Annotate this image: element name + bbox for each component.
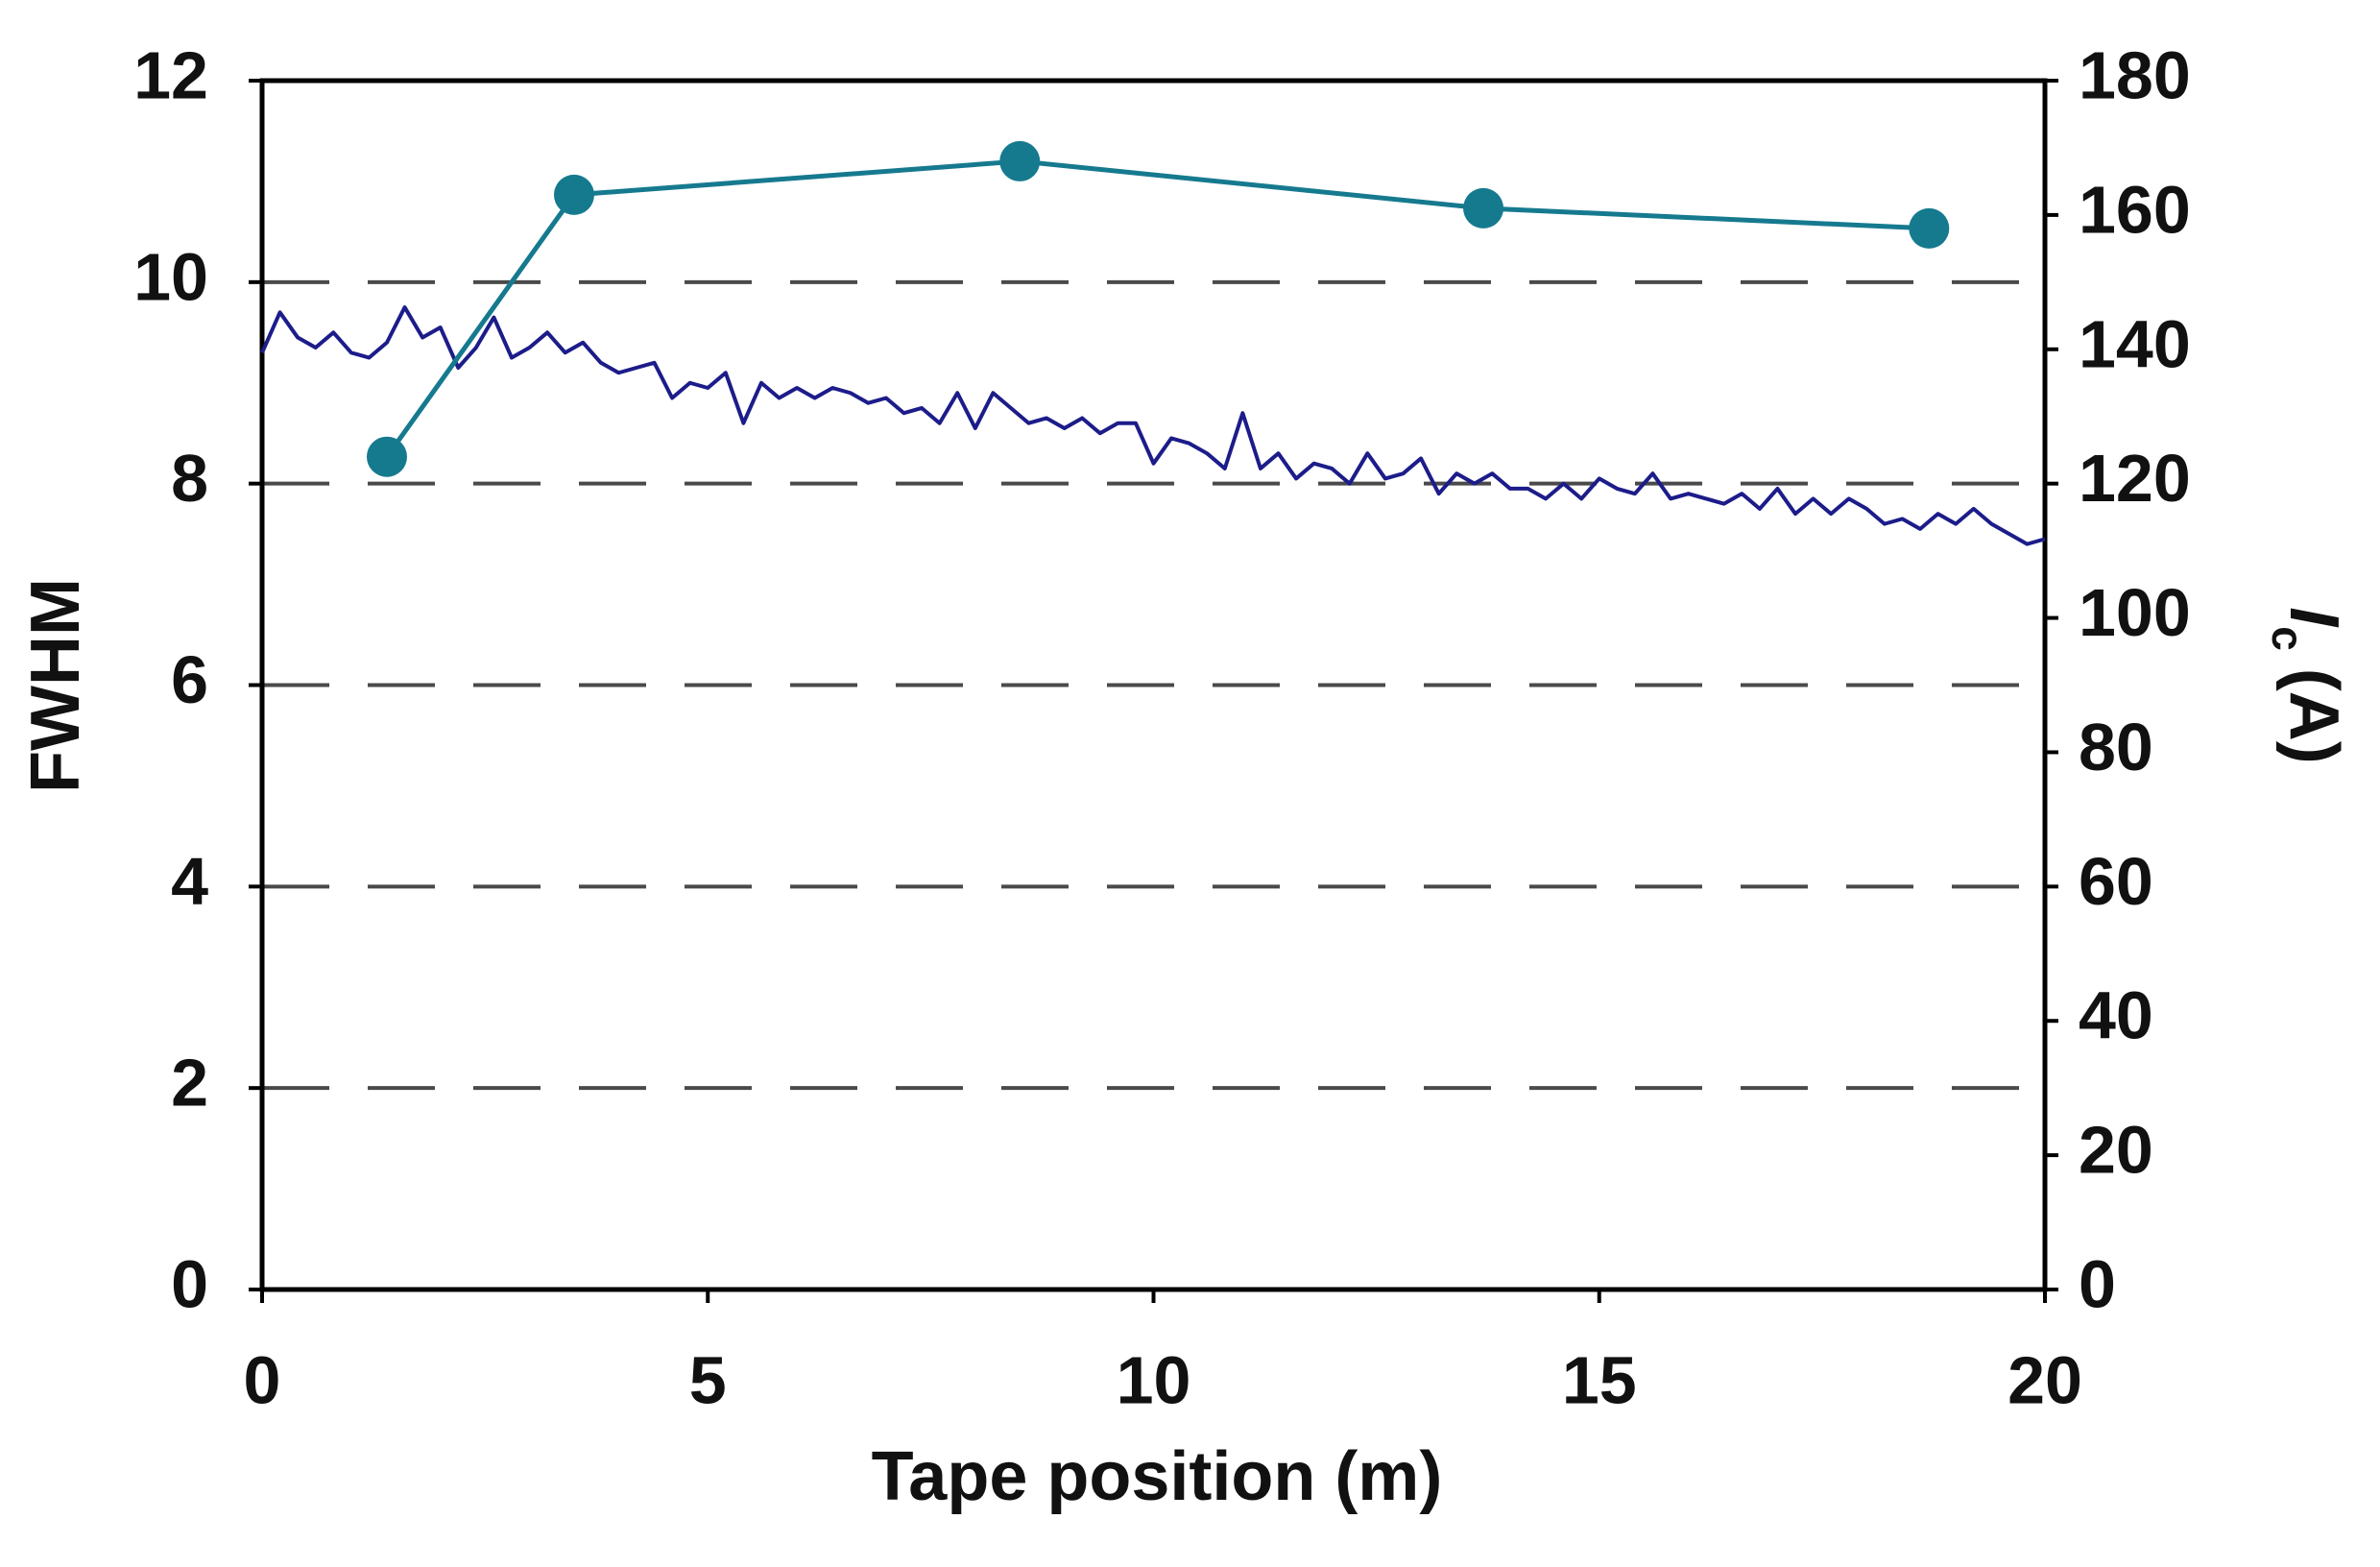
- plot-frame: [259, 78, 2048, 1292]
- y-axis-title: FWHM: [17, 578, 94, 793]
- y2-tick-label: 0: [2079, 1246, 2116, 1321]
- data-point: [553, 174, 594, 215]
- y2-tick-label: 180: [2079, 37, 2191, 112]
- y2-title-sub: c: [2263, 626, 2313, 651]
- y-tick-label: 4: [171, 844, 208, 919]
- y2-tick-label: 40: [2079, 978, 2153, 1053]
- y-tick-label: 8: [171, 441, 208, 516]
- y-tick-label: 12: [133, 37, 208, 112]
- data-point: [366, 436, 407, 477]
- data-point: [1909, 207, 1950, 249]
- y2-tick-label: 120: [2079, 441, 2191, 516]
- y2-tick-label: 60: [2079, 844, 2153, 919]
- x-tick-label: 15: [1562, 1342, 1637, 1417]
- x-axis-title: Tape position (m): [872, 1438, 1443, 1515]
- y2-tick-label: 100: [2079, 575, 2191, 650]
- data-line: [260, 305, 2046, 546]
- x-tick-label: 20: [2007, 1342, 2082, 1417]
- data-line: [384, 158, 1930, 459]
- y2-tick-label: 160: [2079, 172, 2191, 247]
- y2-title-rest: (A): [2275, 668, 2352, 764]
- x-tick-label: 10: [1117, 1342, 1191, 1417]
- y2-title-italic: I: [2275, 607, 2352, 628]
- data-point: [999, 140, 1041, 181]
- data-point: [1463, 187, 1504, 229]
- y2-tick-label: 20: [2079, 1113, 2153, 1188]
- y2-tick-label: 140: [2079, 306, 2191, 381]
- y-tick-label: 6: [171, 642, 208, 717]
- y2-tick-label: 80: [2079, 710, 2153, 784]
- x-tick-label: 0: [244, 1342, 281, 1417]
- x-tick-label: 5: [689, 1342, 727, 1417]
- y2-axis-title: Ic (A): [2263, 607, 2352, 764]
- y-tick-label: 10: [133, 239, 208, 314]
- y-tick-label: 0: [171, 1246, 208, 1321]
- y-tick-label: 2: [171, 1046, 208, 1121]
